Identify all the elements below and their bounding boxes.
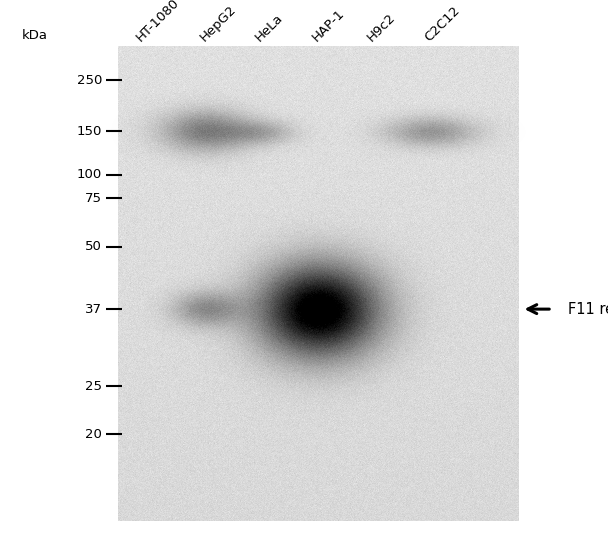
Text: HepG2: HepG2 — [198, 3, 239, 44]
Text: kDa: kDa — [21, 29, 47, 43]
Text: 25: 25 — [85, 380, 102, 393]
Text: F11 receptor: F11 receptor — [568, 301, 608, 317]
Text: C2C12: C2C12 — [423, 4, 463, 44]
Text: 37: 37 — [85, 302, 102, 316]
Text: HeLa: HeLa — [252, 11, 285, 44]
Text: HAP-1: HAP-1 — [310, 7, 348, 44]
Text: HT-1080: HT-1080 — [134, 0, 182, 44]
Text: 150: 150 — [77, 125, 102, 138]
Text: 75: 75 — [85, 192, 102, 205]
Text: 100: 100 — [77, 168, 102, 182]
Text: H9c2: H9c2 — [365, 11, 398, 44]
Text: 50: 50 — [85, 240, 102, 253]
Text: 250: 250 — [77, 73, 102, 87]
Text: 20: 20 — [85, 428, 102, 441]
